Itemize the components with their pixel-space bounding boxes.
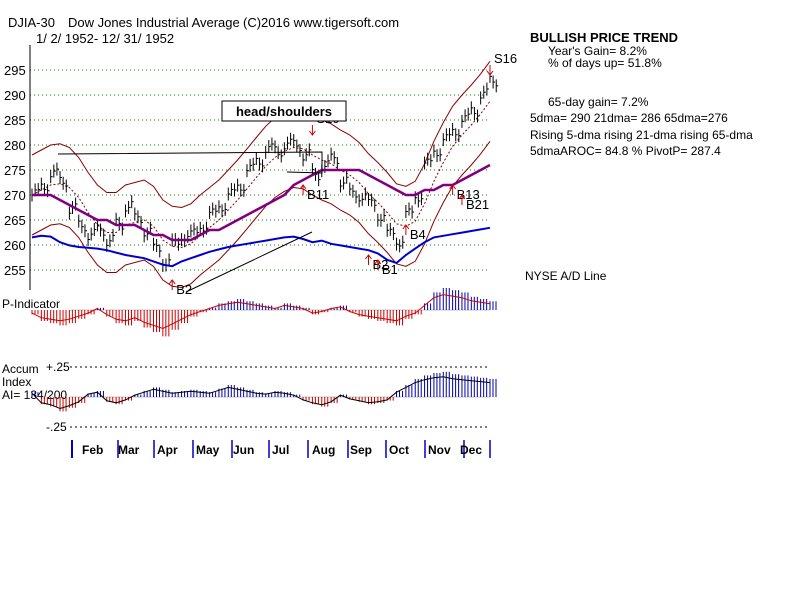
signal-arrow-head	[168, 279, 176, 285]
pattern-label: head/shoulders	[236, 104, 332, 119]
year-gain-label: Year's Gain= 8.2%	[548, 44, 647, 58]
ticker-label: DJIA-30	[8, 15, 55, 30]
signal-annotations: S16S10B11B13B21B4B2B1B2	[168, 51, 517, 297]
signal-arrow-head	[458, 194, 466, 200]
signal-arrow-head	[299, 184, 307, 190]
date-range-label: 1/ 2/ 1952- 12/ 31/ 1952	[36, 31, 174, 46]
p-indicator-bars	[31, 288, 497, 337]
accum-hi-label: +.25	[46, 360, 70, 374]
month-label: Oct	[389, 443, 409, 457]
trend-label: BULLISH PRICE TREND	[530, 30, 678, 45]
adline-label: NYSE A/D Line	[525, 269, 607, 283]
signal-label: B2	[372, 257, 388, 272]
ma65-line	[32, 163, 491, 242]
aroc-label: 5dmaAROC= 84.8 % PivotP= 287.4	[530, 144, 721, 158]
signal-arrow-head	[486, 70, 494, 76]
signal-arrow-head	[374, 259, 382, 265]
y-tick-label: 270	[4, 188, 26, 203]
index-name: Dow Jones Industrial Average	[68, 15, 240, 30]
y-tick-label: 265	[4, 213, 26, 228]
signal-label: B2	[176, 282, 192, 297]
signal-label: B11	[307, 187, 329, 202]
signal-label: B1	[382, 262, 398, 277]
p-indicator-label: P-Indicator	[2, 297, 60, 311]
accum-bars	[31, 371, 497, 412]
month-label: Apr	[157, 443, 178, 457]
accum-label: Accum	[2, 362, 39, 376]
y-tick-label: 280	[4, 138, 26, 153]
accum-lo-label: -.25	[46, 420, 67, 434]
ad-line	[31, 226, 491, 268]
neckline	[57, 151, 323, 174]
days-up-label: % of days up= 51.8%	[548, 56, 662, 70]
signal-arrow-head	[365, 254, 372, 260]
month-label: Jul	[272, 443, 289, 457]
signal-label: B21	[466, 197, 489, 212]
y-tick-label: 285	[4, 113, 26, 128]
month-label: Dec	[460, 443, 482, 457]
y-tick-label: 255	[4, 263, 26, 278]
accum-ma-line	[31, 376, 491, 410]
rising-label: Rising 5-dma rising 21-dma rising 65-dma	[530, 128, 753, 142]
ma21-line	[31, 101, 491, 249]
price-bars	[31, 69, 499, 272]
lower-band-line	[31, 141, 491, 289]
upper-band-line	[31, 61, 491, 209]
y-axis: 255 260 265 270 275 280 285 290 295	[4, 63, 26, 278]
signal-arrow-head	[449, 184, 457, 190]
indicator-lines	[31, 163, 491, 268]
dma-label: 5dma= 290 21dma= 286 65dma=276	[530, 111, 728, 125]
signal-label: S16	[494, 51, 517, 66]
pattern-box	[221, 100, 347, 122]
month-label: Aug	[312, 443, 335, 457]
month-label: Feb	[82, 443, 103, 457]
month-axis: Feb Mar Apr May Jun Jul Aug Sep Oct Nov Dec	[71, 440, 491, 458]
month-label: Jun	[233, 443, 254, 457]
price-bands	[31, 61, 491, 289]
month-label: Mar	[118, 443, 140, 457]
copyright-label: (C)2016 www.tigersoft.com	[243, 15, 399, 30]
p-indicator-ma-line	[31, 294, 491, 330]
month-label: May	[196, 443, 220, 457]
gain-65-label: 65-day gain= 7.2%	[548, 95, 649, 109]
signal-arrow-head	[309, 130, 316, 136]
y-tick-label: 260	[4, 238, 26, 253]
y-tick-label: 295	[4, 63, 26, 78]
index-label: Index	[2, 375, 31, 389]
month-label: Sep	[350, 443, 372, 457]
month-label: Nov	[428, 443, 451, 457]
signal-arrow-head	[402, 224, 410, 230]
y-tick-label: 290	[4, 88, 26, 103]
signal-label: B4	[410, 227, 426, 242]
y-tick-label: 275	[4, 163, 26, 178]
trendline	[185, 231, 313, 293]
